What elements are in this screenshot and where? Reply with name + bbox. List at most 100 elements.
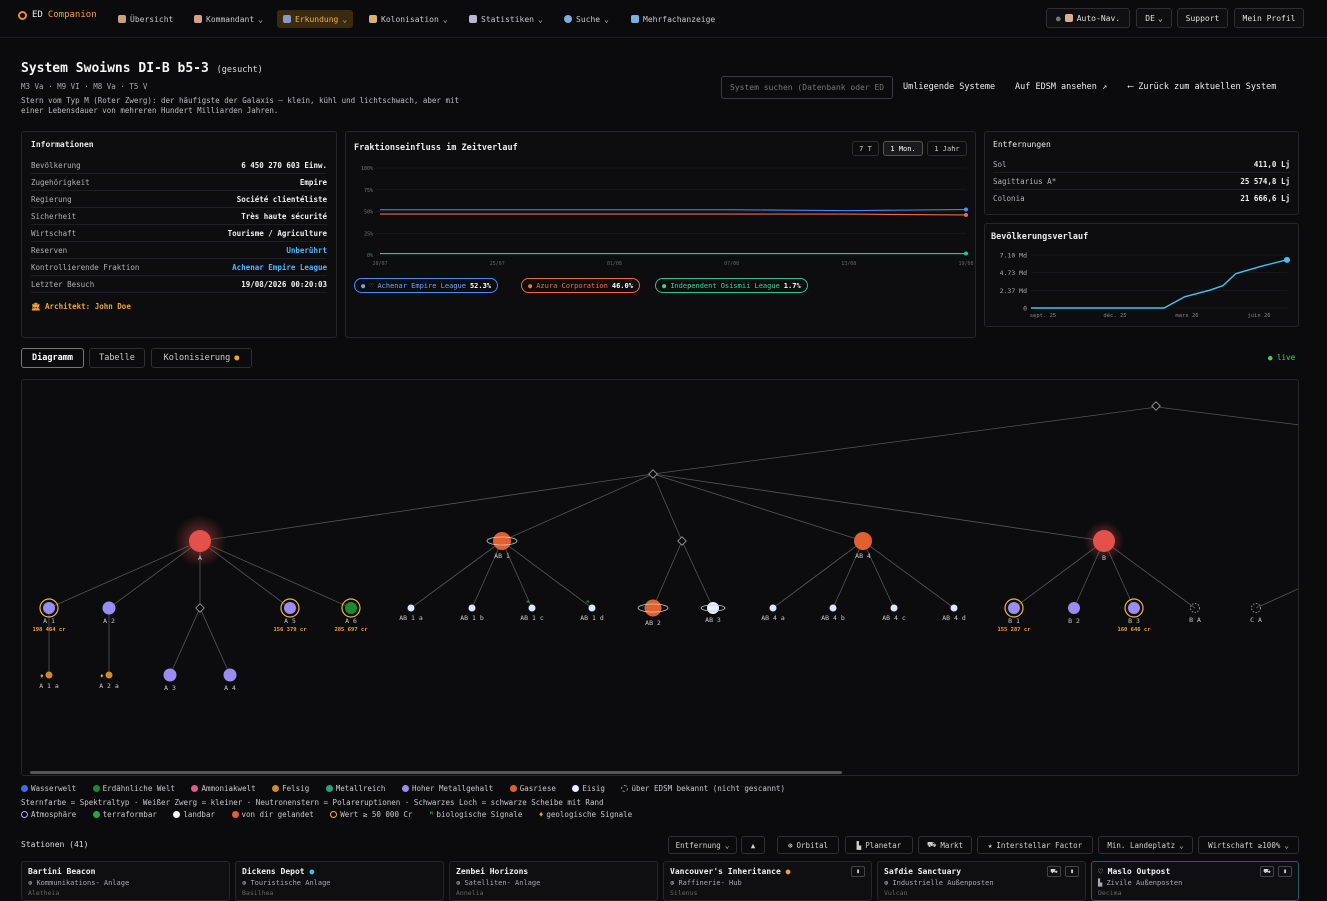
brand-prefix: ED [32,10,43,20]
planet-AB4[interactable] [854,532,872,550]
series-dot-icon: ● [361,281,366,290]
nav-label: Übersicht [130,14,174,24]
distances-panel: Entfernungen Sol 411,0 Lj Sagittarius A* 2… [984,131,1299,215]
nav-item-multiview[interactable]: Mehrfachanzeige [625,10,721,28]
brand-accent: Companion [47,10,97,20]
legend-label: Erdähnliche Welt [102,784,175,793]
value-labels: 198 464 cr 156 379 cr 285 697 cr 155 287… [32,627,1151,633]
moon-AB1b[interactable] [468,604,476,612]
nearby-systems-link[interactable]: Umliegende Systeme [903,82,996,92]
info-key: Bevölkerung [31,160,81,170]
station-card[interactable]: Safdie Sanctuary ⊛ Industrielle Außenpos… [877,861,1086,901]
station-type: Satelliten- Anlage [464,879,541,887]
station-card[interactable]: ♡ Maslo Outpost ▙ Zivile Außenposten Dec… [1091,861,1299,901]
planet-A6[interactable] [345,602,357,614]
planet-AB2[interactable] [644,599,662,617]
filter-interstellar-factor[interactable]: ★ Interstellar Factor [977,836,1093,854]
faction-chart-title: Fraktionseinfluss im Zeitverlauf [354,143,518,153]
legend-dot-icon [325,785,333,792]
legend-label: Felsig [282,784,310,793]
back-to-current-link[interactable]: ⟵ Zurück zum aktuellen System [1128,82,1277,92]
nav-item-colonisation[interactable]: Kolonisation ⌄ [363,10,454,28]
horizontal-scrollbar[interactable] [30,771,842,774]
station-body: Silenus [670,889,698,897]
nav-item-exploration[interactable]: Erkundung ⌄ [277,10,354,28]
range-1y-button[interactable]: 1 Jahr [927,141,967,156]
system-diagram[interactable]: A B AB 1 AB 4 A 1 A 2 A 5 A 6 AB 1 a AB … [21,379,1299,776]
tab-diagram[interactable]: Diagramm [21,348,84,368]
nav-item-commander[interactable]: Kommandant ⌄ [188,10,269,28]
support-button[interactable]: Support [1177,8,1228,28]
planet-B2[interactable] [1068,602,1080,614]
planet-AB3[interactable] [707,602,719,614]
distances-title: Entfernungen [993,140,1051,149]
moon-A2a[interactable] [105,671,113,679]
tab-colonisation[interactable]: Kolonisierung ● [151,348,252,368]
sort-direction-button[interactable]: ▲ [741,836,765,854]
landing-pad-select[interactable]: Min. Landeplatz ⌄ [1098,836,1193,854]
body-value: 156 379 cr [273,627,307,633]
planet-A4[interactable] [223,668,237,682]
nav-item-search[interactable]: Suche ⌄ [558,10,615,28]
sort-select[interactable]: Entfernung ⌄ [668,836,737,854]
planet-B1[interactable] [1008,602,1020,614]
filter-planetary[interactable]: ▙ Planetar [845,836,913,854]
y-tick-label: 7.10 Md [1000,252,1027,260]
faction-chip-azura[interactable]: ● Azura Corporation 46.0% [521,278,640,293]
station-card[interactable]: Vancouver's Inheritance ● ⊛ Raffinerie- … [663,861,872,901]
filter-market[interactable]: ⛟ Markt [918,836,972,854]
profile-button[interactable]: Mein Profil [1234,8,1304,28]
body-label: A 6 [345,617,357,625]
economy-select[interactable]: Wirtschaft ≥100% ⌄ [1198,836,1299,854]
faction-chip-achenar[interactable]: ● ♡ Achenar Empire League 52.3% [354,278,499,293]
faction-link[interactable]: Achenar Empire League [232,262,327,272]
moon-AB4b[interactable] [829,604,837,612]
moon-AB4d[interactable] [950,604,958,612]
planet-A3[interactable] [163,668,177,682]
range-7d-button[interactable]: 7 T [852,141,879,156]
moon-AB1c[interactable] [528,604,536,612]
station-card[interactable]: Zenbei Horizons ⊛ Satelliten- Anlage Ann… [449,861,658,901]
moon-AB4c[interactable] [890,604,898,612]
nav-item-overview[interactable]: Übersicht [112,10,179,28]
info-value: 6 450 270 603 Einw. [241,160,327,170]
moon-AB1d[interactable] [588,604,596,612]
planet-A2[interactable] [102,601,116,615]
planet-AB1[interactable] [493,532,511,550]
star-B[interactable] [1093,530,1115,552]
live-indicator: ● live [1268,353,1295,362]
star-A[interactable] [189,530,211,552]
tab-table[interactable]: Tabelle [89,348,145,368]
moon-AB4a[interactable] [769,604,777,612]
nav-item-statistics[interactable]: Statistiken ⌄ [463,10,549,28]
legend-label: von dir gelandet [241,810,314,819]
faction-chip-osismii[interactable]: ● Independent Osismii League 1.7% [655,278,808,293]
system-search-input[interactable] [721,76,893,99]
planet-A5[interactable] [284,602,296,614]
top-navbar: ED Companion Übersicht Kommandant ⌄ Erkun… [0,0,1327,38]
filter-orbital[interactable]: ⊛ Orbital [777,836,839,854]
body-label: A 2 a [99,682,119,690]
range-1m-button[interactable]: 1 Mon. [883,141,923,156]
distance-key: Sagittarius A* [993,176,1057,186]
station-body: Basilhea [242,889,274,897]
station-card[interactable]: Dickens Depot ● ⊛ Touristische Anlage Ba… [235,861,444,901]
language-select[interactable]: DE ⌄ [1136,8,1172,28]
series-end-point [964,212,968,217]
body-label: A 3 [164,684,176,692]
planet-A1[interactable] [43,602,55,614]
language-value: DE [1145,13,1155,23]
planet-CA[interactable] [1251,603,1261,613]
planet-BA[interactable] [1190,603,1200,613]
y-tick-label: 4.73 Md [1000,269,1027,277]
sort-value: Entfernung [675,840,721,850]
edsm-link[interactable]: Auf EDSM ansehen ↗ [1015,82,1108,92]
moon-AB1a[interactable] [407,604,415,612]
auto-nav-toggle[interactable]: ● Auto-Nav. [1046,8,1130,28]
planet-B3[interactable] [1128,602,1140,614]
station-card[interactable]: Bartini Beacon ⊛ Kommunikations- Anlage … [21,861,230,901]
brand-logo[interactable]: ED Companion [18,10,97,20]
station-name: Bartini Beacon [28,867,96,876]
moon-A1a[interactable] [45,671,53,679]
faction-panel: Fraktionseinfluss im Zeitverlauf 7 T 1 M… [345,131,976,338]
